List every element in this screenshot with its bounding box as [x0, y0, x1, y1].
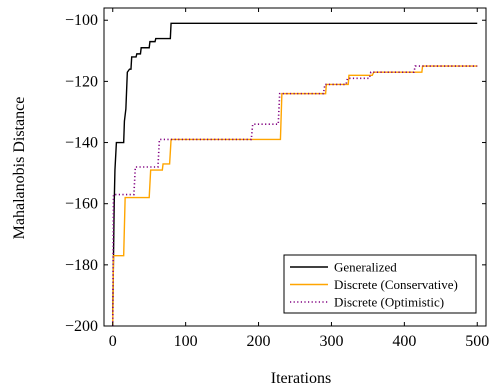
- series-line-3: [111, 65, 478, 327]
- plot-frame: [103, 7, 487, 327]
- x-axis-label: Iterations: [271, 370, 331, 387]
- plot-area: [103, 7, 487, 327]
- x-tick-label: 0: [109, 333, 117, 350]
- legend-label-1: Generalized: [334, 260, 397, 275]
- x-tick-label: 100: [174, 333, 198, 350]
- y-tick-label: −180: [65, 257, 98, 274]
- y-tick-label: −140: [65, 135, 98, 152]
- x-tick-label: 300: [319, 333, 343, 350]
- y-axis-label: Mahalanobis Distance: [11, 97, 28, 240]
- y-tick-label: −200: [65, 318, 98, 335]
- legend: Generalized Discrete (Conservative) Discre…: [283, 254, 477, 314]
- series-layer: [111, 22, 478, 327]
- y-tick-label: −160: [65, 196, 98, 213]
- x-tick-label: 200: [247, 333, 271, 350]
- x-tick-label: 500: [465, 333, 489, 350]
- legend-label-3: Discrete (Optimistic): [334, 295, 444, 310]
- y-tick-label: −120: [65, 73, 98, 90]
- legend-label-2: Discrete (Conservative): [334, 277, 458, 292]
- x-tick-label: 400: [392, 333, 416, 350]
- y-tick-label: −100: [65, 12, 98, 29]
- series-line-2: [112, 65, 478, 327]
- series-line-1: [112, 22, 478, 314]
- ticks-layer: 0 100 200 300 400 500 −200 −180 −160 −140 −120 −100: [65, 8, 489, 350]
